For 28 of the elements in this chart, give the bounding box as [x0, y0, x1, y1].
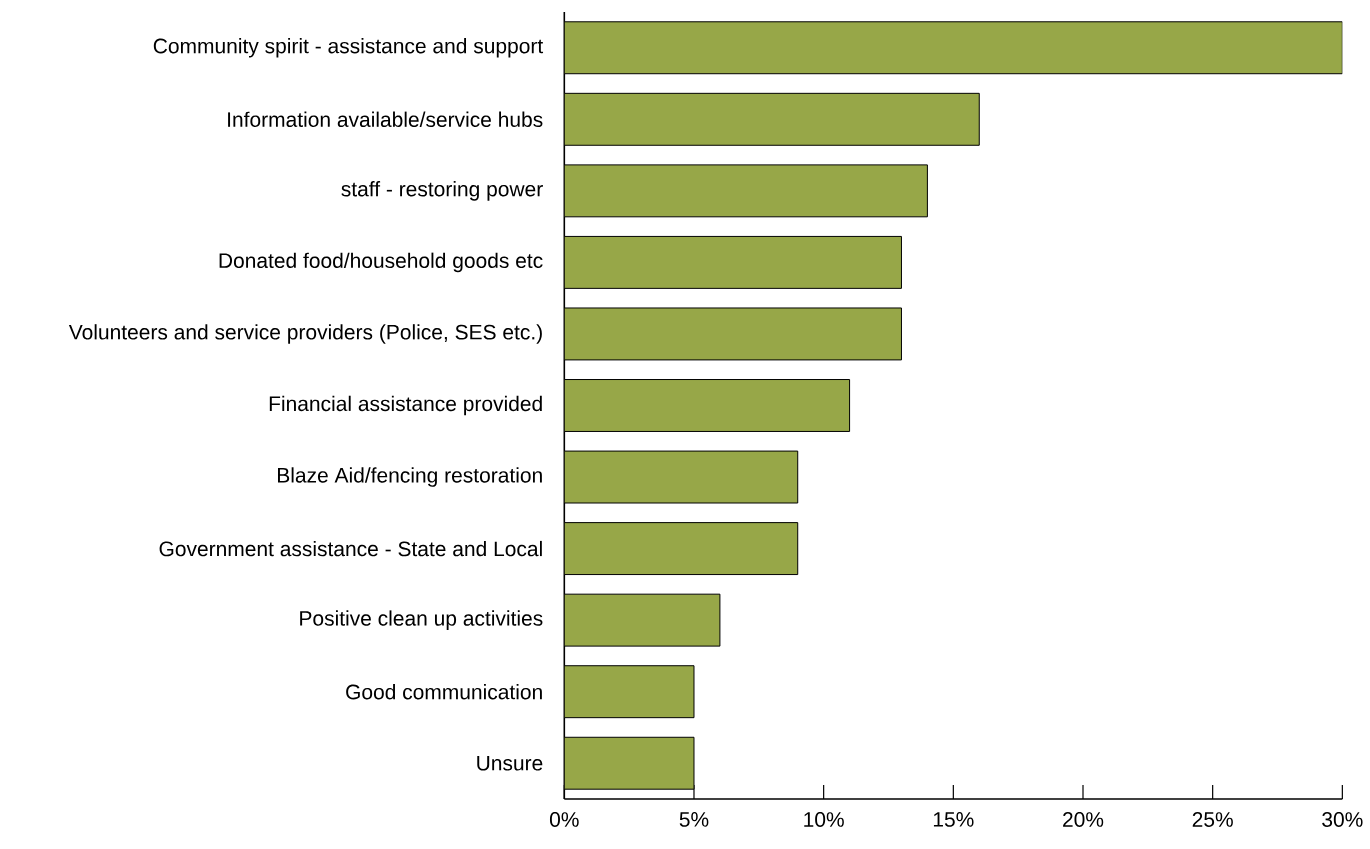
bar	[564, 21, 1343, 75]
y-tick-label: Blaze Aid/fencing restoration	[278, 467, 542, 487]
y-tick-label: Donated food/household goods etc	[219, 252, 543, 273]
x-tick-label: 25%	[1192, 812, 1233, 827]
y-tick-label: staff - restoring power	[341, 181, 543, 201]
bar	[564, 665, 695, 719]
x-tick-label: 30%	[1322, 812, 1363, 827]
bar	[564, 379, 851, 432]
bar	[564, 593, 721, 647]
y-tick-label: Community spirit - assistance and support	[153, 38, 544, 58]
bar	[564, 307, 902, 361]
y-tick-label: Information available/service hubs	[228, 111, 543, 128]
x-tick-label: 10%	[804, 812, 844, 827]
x-tick-label: 20%	[1063, 812, 1104, 827]
bar	[564, 522, 799, 576]
y-tick-label: Government assistance - State and Local	[159, 540, 542, 557]
bar	[564, 164, 928, 218]
y-tick-label: Volunteers and service providers (Police, SES etc.)	[68, 324, 542, 344]
y-tick-label: Financial assistance provided	[269, 395, 542, 416]
x-tick-label: 0%	[549, 812, 579, 827]
x-tick-label: 5%	[679, 812, 709, 827]
bar	[564, 92, 980, 146]
y-tick-label: Unsure	[477, 755, 543, 771]
y-tick-label: Good communication	[346, 684, 542, 700]
x-tick-label: 15%	[933, 812, 974, 827]
bar	[564, 450, 799, 504]
y-tick-label: Positive clean up activities	[300, 610, 543, 630]
bar	[564, 235, 902, 289]
